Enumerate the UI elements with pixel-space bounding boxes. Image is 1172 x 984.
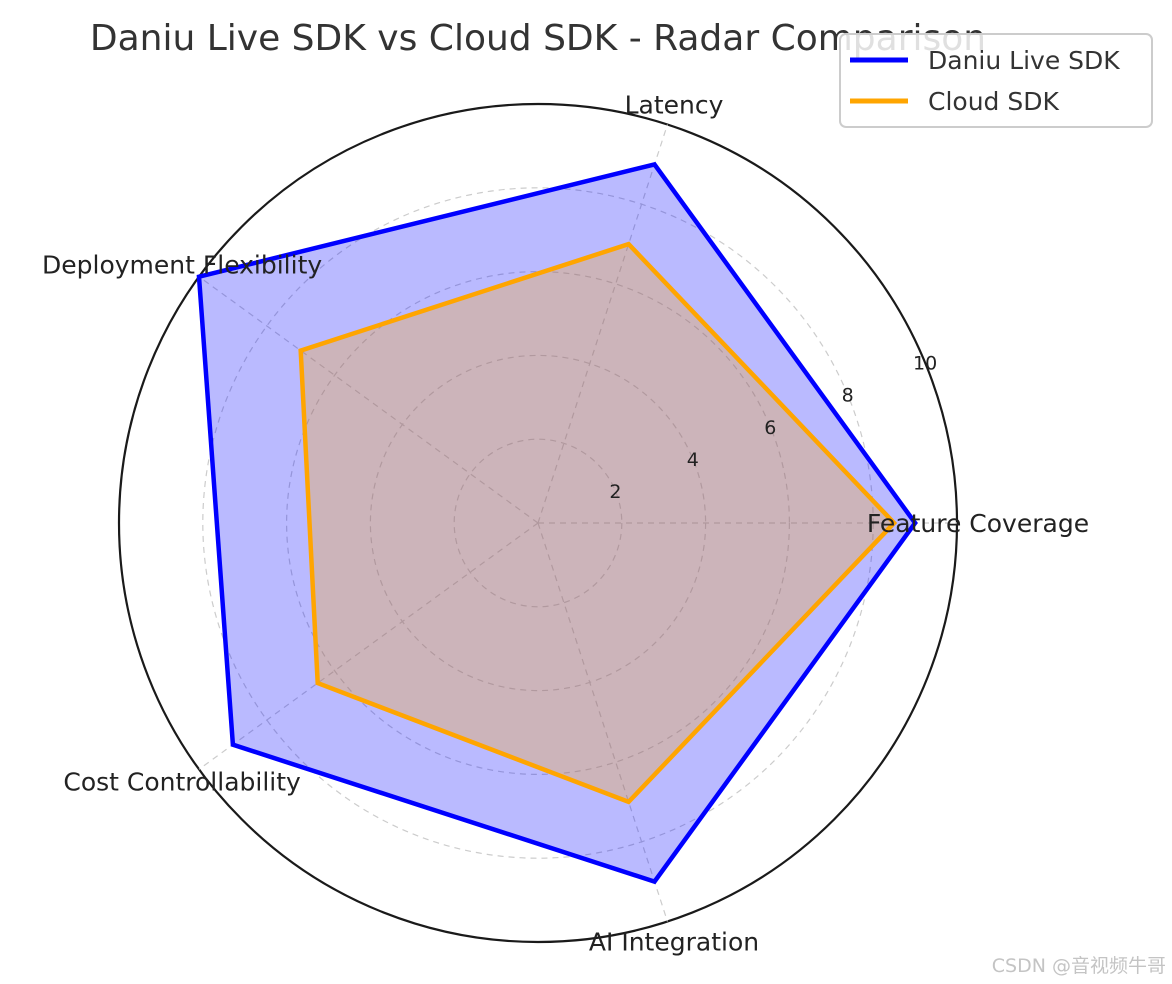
radial-tick-8: 8 — [842, 385, 854, 407]
axis-label-4: AI Integration — [589, 927, 759, 956]
radial-tick-2: 2 — [609, 481, 621, 503]
series-fill-0 — [199, 164, 916, 882]
grid-ring-2 — [453, 438, 623, 608]
series-layer — [196, 161, 918, 885]
series-line-0 — [196, 161, 918, 885]
axis-label-1: Latency — [625, 91, 724, 120]
radial-tick-10: 10 — [913, 353, 937, 375]
spoke-2 — [198, 276, 539, 524]
spoke-4 — [537, 522, 669, 922]
spoke-1 — [537, 124, 669, 524]
axis-labels: Feature Coverage Latency Deployment Flexib… — [42, 91, 1089, 957]
radial-tick-labels: 2 4 6 8 10 — [609, 353, 937, 503]
legend: Daniu Live SDK Cloud SDK — [839, 33, 1153, 128]
spoke-3 — [198, 522, 539, 770]
series-line-1 — [298, 241, 898, 805]
radial-grid — [117, 102, 959, 944]
series-fill-1 — [300, 244, 895, 802]
radial-tick-6: 6 — [764, 417, 776, 439]
grid-ring-6 — [286, 271, 790, 775]
legend-entry-daniu: Daniu Live SDK — [928, 46, 1120, 75]
radial-tick-4: 4 — [687, 449, 699, 471]
axis-label-2: Deployment Flexibility — [42, 250, 322, 279]
axis-label-0: Feature Coverage — [867, 509, 1089, 538]
watermark: CSDN @音视频牛哥 — [992, 955, 1166, 977]
legend-box — [839, 33, 1153, 128]
axis-label-3: Cost Controllability — [63, 768, 301, 797]
legend-entry-cloud: Cloud SDK — [928, 87, 1059, 116]
chart-title: Daniu Live SDK vs Cloud SDK - Radar Comp… — [90, 18, 986, 59]
